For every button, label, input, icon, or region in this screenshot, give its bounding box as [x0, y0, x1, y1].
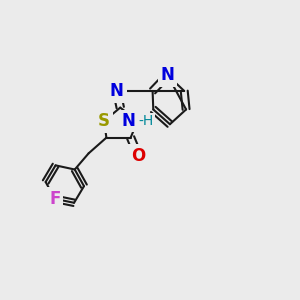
Text: F: F [49, 190, 61, 208]
Text: N: N [110, 82, 124, 100]
Text: O: O [131, 147, 145, 165]
Text: -H: -H [139, 114, 154, 128]
Text: N: N [122, 112, 135, 130]
Text: S: S [98, 112, 110, 130]
Text: N: N [161, 66, 175, 84]
